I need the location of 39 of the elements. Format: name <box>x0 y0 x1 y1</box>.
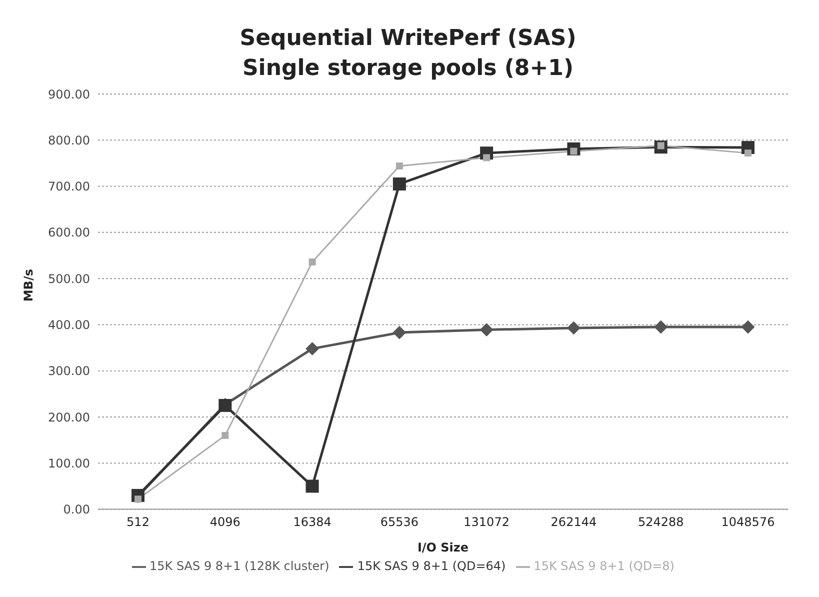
y-tick-label: 800.00 <box>48 133 90 148</box>
x-tick-label: 1048576 <box>721 514 775 529</box>
y-tick-label: 0.00 <box>63 502 90 517</box>
legend-label: 15K SAS 9 8+1 (QD=64) <box>357 559 506 574</box>
point <box>134 496 142 503</box>
y-tick-label: 600.00 <box>48 226 90 240</box>
y-tick-label: 300.00 <box>48 364 90 378</box>
point <box>654 320 668 334</box>
x-axis-title: I/O Size <box>417 540 469 554</box>
point <box>744 150 752 157</box>
x-tick-label: 65536 <box>380 514 419 529</box>
point <box>480 323 494 336</box>
legend-label: 15K SAS 9 8+1 (QD=8) <box>534 559 674 574</box>
x-tick-label: 131072 <box>464 514 510 529</box>
x-tick-label: 262144 <box>550 514 597 529</box>
y-tick-label: 100.00 <box>48 456 90 470</box>
x-tick-label: 512 <box>126 514 150 529</box>
point <box>308 258 316 266</box>
y-tick-label: 500.00 <box>48 272 90 286</box>
point <box>392 177 406 190</box>
x-tick-label: 16384 <box>293 514 332 529</box>
y-axis-title: MB/s <box>21 269 36 302</box>
x-tick-label: 524288 <box>638 514 684 529</box>
point <box>306 342 319 356</box>
point <box>742 320 754 334</box>
chart-title: Sequential WritePerf (SAS) <box>238 25 578 53</box>
legend-label: 15K SAS 9 8+1 (128K cluster) <box>150 559 330 574</box>
point <box>222 432 229 439</box>
point <box>483 154 490 162</box>
point <box>396 162 403 170</box>
point <box>392 326 406 340</box>
chart-subtitle: Single storage pools (8+1) <box>241 55 575 83</box>
point <box>567 321 580 334</box>
y-tick-label: 900.00 <box>48 87 90 102</box>
x-tick-label: 4096 <box>210 514 240 529</box>
point <box>306 480 319 493</box>
y-tick-label: 400.00 <box>48 318 90 332</box>
y-tick-label: 200.00 <box>48 410 90 424</box>
y-tick-label: 700.00 <box>48 180 90 194</box>
